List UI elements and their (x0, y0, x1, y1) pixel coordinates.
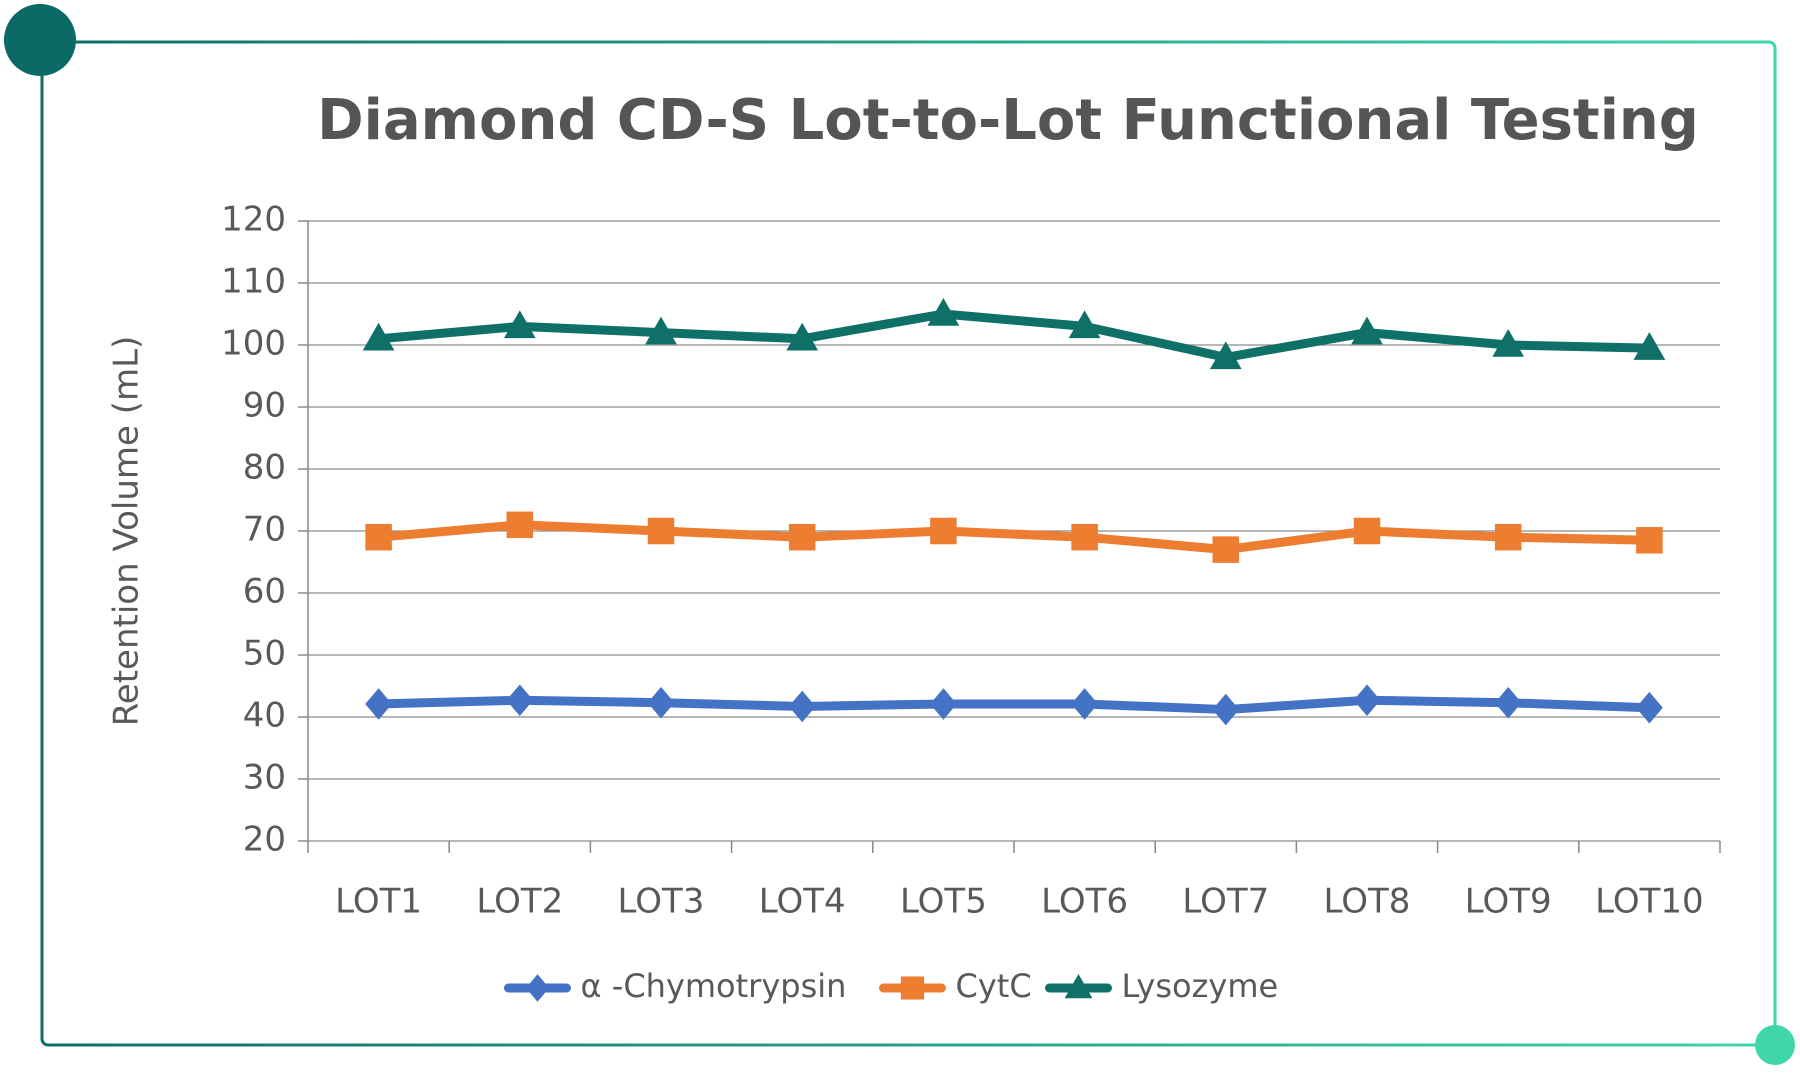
x-tick-label: LOT8 (1324, 882, 1411, 922)
y-tick-label: 70 (243, 510, 286, 550)
data-point (647, 686, 675, 719)
x-tick-label: LOT6 (1041, 882, 1128, 922)
data-point (645, 316, 677, 345)
x-tick-label: LOT2 (476, 882, 563, 922)
series-line (378, 695, 1650, 715)
y-axis-label: Retention Volume (mL) (107, 336, 147, 727)
data-point (788, 523, 816, 551)
data-point (786, 322, 819, 351)
x-tick-label: LOT9 (1465, 882, 1552, 922)
data-point (929, 688, 957, 720)
data-point (647, 517, 675, 545)
data-point (1353, 517, 1381, 545)
data-point (1212, 693, 1240, 726)
y-tick-label: 60 (243, 572, 286, 612)
legend-marker (900, 976, 925, 1000)
data-point (1071, 688, 1099, 720)
corner-dot (1755, 1025, 1795, 1065)
data-point (1636, 527, 1663, 554)
y-tick-label: 40 (243, 696, 286, 736)
data-point (1492, 328, 1525, 357)
y-tick-label: 20 (243, 820, 286, 860)
data-point (503, 310, 536, 339)
corner-dot (4, 4, 76, 76)
data-point (1351, 316, 1383, 345)
data-point (1635, 691, 1663, 724)
y-tick-label: 30 (243, 758, 286, 798)
data-point (1494, 686, 1522, 719)
data-point (927, 297, 960, 326)
y-tick-label: 110 (221, 262, 286, 302)
data-point (1633, 332, 1666, 360)
legend-label: α -Chymotrypsin (581, 967, 847, 1005)
data-point (365, 523, 392, 551)
x-tick-label: LOT3 (618, 882, 705, 922)
y-tick-label: 50 (243, 634, 286, 674)
legend-label: Lysozyme (1122, 967, 1279, 1005)
data-point (506, 511, 534, 539)
data-point (930, 517, 957, 545)
x-tick-label: LOT1 (335, 882, 422, 922)
legend-marker (525, 974, 550, 1002)
legend-marker (1064, 973, 1093, 999)
data-point (1068, 310, 1101, 339)
x-tick-label: LOT7 (1182, 882, 1269, 922)
data-point (1212, 536, 1240, 563)
data-point (1353, 684, 1381, 717)
x-tick-label: LOT5 (900, 882, 987, 922)
data-point (788, 690, 816, 723)
data-point (1209, 341, 1242, 370)
y-tick-label: 90 (243, 386, 286, 426)
x-tick-label: LOT4 (759, 882, 846, 922)
y-tick-label: 80 (243, 448, 286, 488)
frame (40, 40, 1777, 1047)
data-point (362, 322, 395, 351)
y-tick-label: 120 (221, 200, 286, 240)
series-line (378, 309, 1650, 362)
legend-label: CytC (956, 967, 1032, 1005)
data-point (506, 684, 534, 717)
chart-title: Diamond CD-S Lot-to-Lot Functional Testi… (317, 88, 1699, 153)
data-point (1071, 523, 1098, 551)
data-point (365, 688, 393, 720)
series-line (378, 520, 1650, 555)
data-point (1494, 523, 1522, 551)
x-tick-label: LOT10 (1595, 882, 1704, 922)
y-tick-label: 100 (221, 324, 286, 364)
